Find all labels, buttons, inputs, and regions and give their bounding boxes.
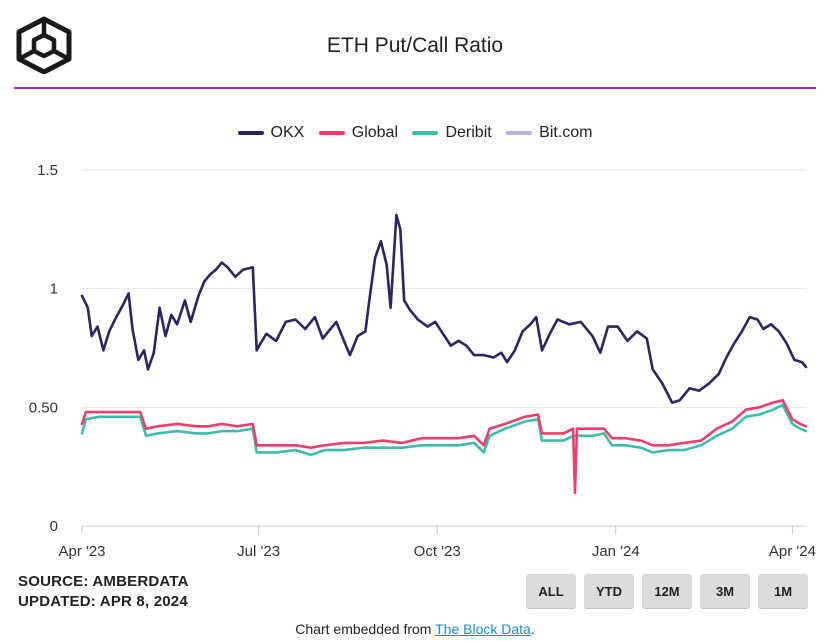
range-ytd-button[interactable]: YTD xyxy=(584,574,634,608)
x-tick-label: Apr '24 xyxy=(769,543,816,560)
y-tick-label: 1 xyxy=(50,281,58,298)
legend-item-global[interactable]: Global xyxy=(318,124,398,142)
range-all-button[interactable]: ALL xyxy=(526,574,576,608)
updated-note: UPDATED: APR 8, 2024 xyxy=(18,593,188,610)
chart-title: ETH Put/Call Ratio xyxy=(326,34,504,57)
x-tick-label: Jan '24 xyxy=(592,543,640,560)
x-tick-label: Oct '23 xyxy=(414,543,461,560)
x-tick-label: Jul '23 xyxy=(237,543,280,560)
range-12m-button[interactable]: 12M xyxy=(642,574,692,608)
legend-swatch-global xyxy=(318,131,345,135)
range-1m-button[interactable]: 1M xyxy=(758,574,808,608)
cube-logo-icon xyxy=(16,16,72,75)
series-line-deribit xyxy=(80,403,808,457)
series-line-okx xyxy=(80,213,808,404)
the-block-data-link[interactable]: The Block Data xyxy=(435,621,531,637)
legend-item-bitcom[interactable]: Bit.com xyxy=(506,124,592,142)
y-tick-label: 1.5 xyxy=(37,162,58,179)
legend-item-okx[interactable]: OKX xyxy=(237,124,305,142)
series-line-global xyxy=(80,398,808,495)
embed-suffix: . xyxy=(530,621,535,637)
legend-swatch-okx xyxy=(237,131,264,135)
legend-item-deribit[interactable]: Deribit xyxy=(412,124,492,142)
legend-label-global: Global xyxy=(351,124,398,141)
line-chart: 0 0.50 1 1.5 Apr '23 Jul '23 Oct '23 Jan '24 Apr… xyxy=(29,162,816,560)
x-tick-label: Apr '23 xyxy=(58,543,105,560)
chart-legend: OKX Global Deribit Bit.com xyxy=(0,122,830,142)
legend-swatch-deribit xyxy=(412,131,439,135)
header-divider xyxy=(14,87,816,89)
legend-label-bitcom: Bit.com xyxy=(539,124,593,141)
embed-note: Chart embedded from The Block Data. xyxy=(0,621,830,637)
legend-swatch-bitcom xyxy=(506,131,533,135)
source-note: SOURCE: AMBERDATA xyxy=(18,573,189,590)
embed-prefix: Chart embedded from xyxy=(295,621,436,637)
y-tick-label: 0.50 xyxy=(29,399,58,416)
legend-label-deribit: Deribit xyxy=(445,124,492,141)
y-tick-label: 0 xyxy=(50,518,58,535)
range-3m-button[interactable]: 3M xyxy=(700,574,750,608)
legend-label-okx: OKX xyxy=(270,124,305,141)
